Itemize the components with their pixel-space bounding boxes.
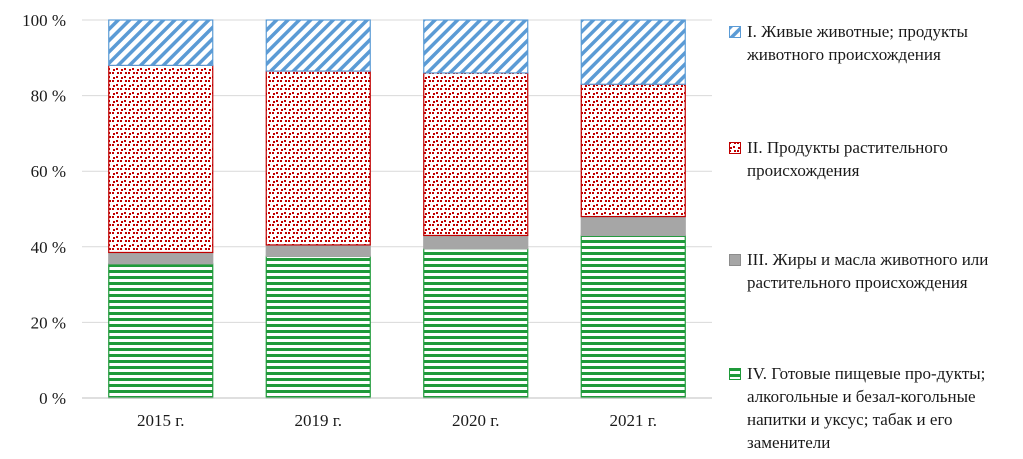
- y-tick-label: 20 %: [31, 313, 66, 332]
- legend-swatch-icon: [729, 254, 741, 266]
- y-tick-label: 60 %: [31, 162, 66, 181]
- legend: I. Живые животные; продукты животного пр…: [729, 0, 1023, 459]
- bar-segment-1-2: [265, 255, 371, 399]
- legend-label: I. Живые животные; продукты животного пр…: [747, 22, 968, 64]
- bar-segment-3-2: [265, 70, 371, 246]
- bar-segment-2-2: [265, 244, 371, 257]
- bar-segment-2-1: [108, 251, 214, 265]
- legend-item-series-2: II. Продукты растительного происхождения: [729, 136, 1019, 182]
- y-tick-label: 0 %: [39, 389, 66, 408]
- bar-segment-3-3: [423, 72, 529, 237]
- x-tick-label: 2015 г.: [137, 411, 185, 430]
- legend-swatch-icon: [729, 26, 741, 38]
- bar-segment-2-3: [423, 234, 529, 250]
- y-tick-label: 80 %: [31, 87, 66, 106]
- legend-swatch-icon: [729, 368, 741, 380]
- x-tick-label: 2021 г.: [609, 411, 657, 430]
- stacked-bar-chart: 0 % 20 % 40 % 60 % 80 % 100 % 2015 г. 2019 г. 20…: [22, 11, 712, 430]
- bar-segment-1-3: [423, 248, 529, 399]
- axes: 0 % 20 % 40 % 60 % 80 % 100 % 2015 г. 2019 г. 20…: [22, 11, 712, 430]
- bar-segment-2-4: [580, 215, 686, 237]
- legend-label: IV. Готовые пищевые про-дукты; алкогольн…: [747, 364, 986, 452]
- bar-segment-1-1: [108, 263, 214, 399]
- bar-segment-4-2: [265, 19, 371, 72]
- bar-segment-4-1: [108, 19, 214, 66]
- legend-item-series-4: IV. Готовые пищевые про-дукты; алкогольн…: [729, 362, 1019, 454]
- bar-segment-1-4: [580, 234, 686, 399]
- bar-segment-3-1: [108, 64, 214, 254]
- y-tick-label: 40 %: [31, 238, 66, 257]
- legend-swatch-icon: [729, 142, 741, 154]
- legend-item-series-1: I. Живые животные; продукты животного пр…: [729, 20, 1019, 66]
- bar-segment-3-4: [580, 83, 686, 218]
- bars: [108, 19, 686, 399]
- legend-label: III. Жиры и масла животного или растител…: [747, 250, 989, 292]
- bar-segment-4-3: [423, 19, 529, 74]
- x-tick-label: 2020 г.: [452, 411, 500, 430]
- y-tick-label: 100 %: [22, 11, 66, 30]
- legend-item-series-3: III. Жиры и масла животного или растител…: [729, 248, 1019, 294]
- legend-label: II. Продукты растительного происхождения: [747, 138, 948, 180]
- bar-segment-4-4: [580, 19, 686, 85]
- x-tick-label: 2019 г.: [294, 411, 342, 430]
